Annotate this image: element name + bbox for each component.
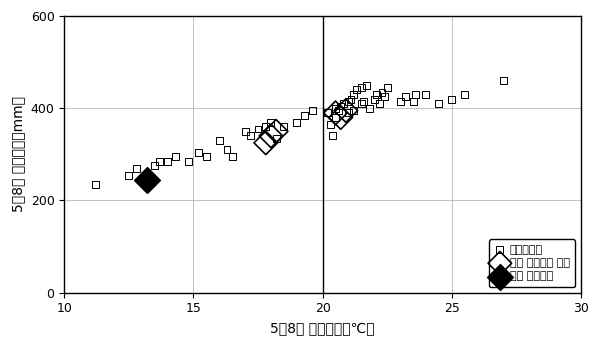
森林蒸発散 <box>184 158 193 164</box>
X-axis label: 5～8月 平均気温（℃）: 5～8月 平均気温（℃） <box>270 321 375 335</box>
森林蒸発散 <box>344 99 353 104</box>
森林蒸発散 <box>349 108 358 113</box>
森林蒸発散 <box>326 122 335 127</box>
森林蒸発散 <box>336 103 346 109</box>
森林蒸発散 <box>344 110 353 116</box>
森林蒸発散 <box>163 158 172 164</box>
Y-axis label: 5～8月 蒸発散量（mm）: 5～8月 蒸発散量（mm） <box>11 97 25 212</box>
森林蒸発散 <box>364 106 374 111</box>
森林蒸発散 <box>132 165 142 171</box>
森林蒸発散 <box>202 154 211 160</box>
森林蒸発散 <box>377 89 387 95</box>
森林蒸発散 <box>411 92 421 97</box>
森林 富士北麓 川越 <box>331 110 340 116</box>
森林蒸発散 <box>372 92 382 97</box>
森林蒸発散 <box>124 172 134 178</box>
森林蒸発散 <box>356 85 366 90</box>
森林蒸発散 <box>370 96 379 102</box>
森林蒸発散 <box>227 154 237 160</box>
森林 富士北麓 川越 <box>261 140 271 146</box>
森林蒸発散 <box>356 101 366 107</box>
森林蒸発散 <box>279 124 289 129</box>
森林 シベリア <box>142 177 152 182</box>
森林蒸発散 <box>271 136 281 141</box>
森林蒸発散 <box>91 182 100 187</box>
森林蒸発散 <box>395 99 405 104</box>
森林蒸発散 <box>346 96 356 102</box>
森林蒸発散 <box>434 101 443 107</box>
森林蒸発散 <box>338 101 348 107</box>
森林 富士北麓 川越 <box>266 133 276 139</box>
森林蒸発散 <box>359 99 369 104</box>
森林蒸発散 <box>194 149 203 155</box>
森林蒸発散 <box>292 119 302 125</box>
森林蒸発散 <box>323 110 332 116</box>
森林蒸発散 <box>245 133 255 139</box>
森林蒸発散 <box>421 92 431 97</box>
森林蒸発散 <box>328 133 338 139</box>
森林蒸発散 <box>253 126 263 132</box>
森林蒸発散 <box>374 101 384 107</box>
森林 富士北麓 川越 <box>271 129 281 134</box>
森林蒸発散 <box>155 158 164 164</box>
森林蒸発散 <box>222 147 232 153</box>
森林蒸発散 <box>352 87 361 93</box>
森林蒸発散 <box>261 124 271 129</box>
森林 富士北麓 川越 <box>341 108 350 113</box>
森林蒸発散 <box>170 154 180 160</box>
森林蒸発散 <box>408 99 418 104</box>
森林蒸発散 <box>214 138 224 143</box>
森林蒸発散 <box>499 78 508 83</box>
森林蒸発散 <box>382 85 392 90</box>
森林蒸発散 <box>241 129 250 134</box>
森林蒸発散 <box>400 94 410 100</box>
Legend: 森林蒸発散, 森林 富士北麓 川越, 森林 シベリア: 森林蒸発散, 森林 富士北麓 川越, 森林 シベリア <box>489 239 575 287</box>
森林蒸発散 <box>266 119 276 125</box>
森林蒸発散 <box>460 92 469 97</box>
森林蒸発散 <box>362 82 371 88</box>
森林蒸発散 <box>307 108 317 113</box>
森林蒸発散 <box>334 108 343 113</box>
森林蒸発散 <box>331 115 340 120</box>
森林蒸発散 <box>380 94 389 100</box>
森林 富士北麓 川越 <box>336 115 346 120</box>
森林蒸発散 <box>349 92 358 97</box>
森林蒸発散 <box>447 96 457 102</box>
森林蒸発散 <box>150 163 160 169</box>
森林蒸発散 <box>300 112 310 118</box>
森林蒸発散 <box>331 106 340 111</box>
